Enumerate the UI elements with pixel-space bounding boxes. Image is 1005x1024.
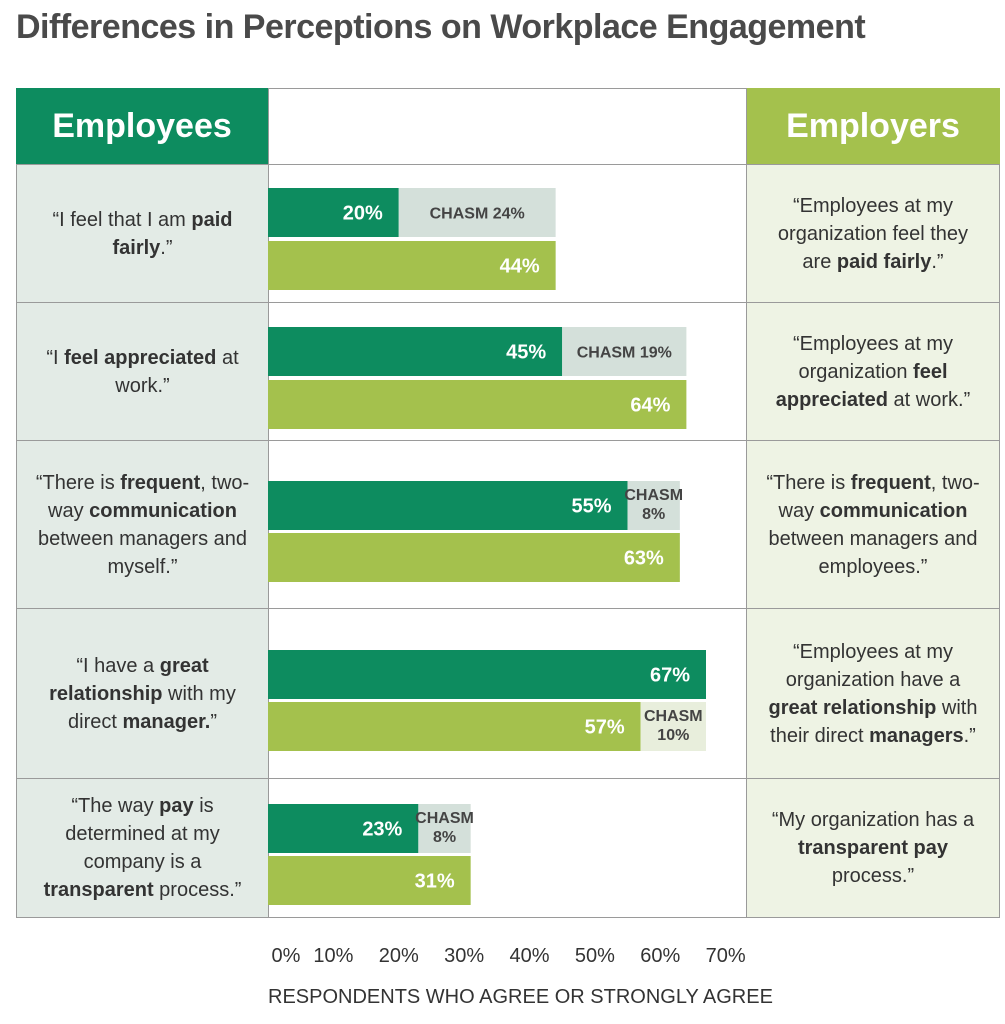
employer-bar <box>268 241 556 290</box>
employee-bar <box>268 804 419 853</box>
employee-bar <box>268 327 563 376</box>
employee-statement: “I have a great relationship with my dir… <box>17 609 268 778</box>
employer-bar <box>268 856 471 905</box>
employee-statement-text: “The way pay is determined at my company… <box>43 795 242 901</box>
row-divider <box>16 440 1000 441</box>
employee-statement: “There is frequent, two-way communicatio… <box>17 441 268 608</box>
chasm-segment <box>562 327 687 376</box>
employers-header: Employers <box>746 88 1000 164</box>
table-frame <box>16 88 1000 918</box>
chasm-label: CHASM 19% <box>577 345 672 362</box>
employee-value-label: 55% <box>572 496 612 518</box>
x-tick-label: 60% <box>640 945 680 967</box>
row-divider <box>16 608 1000 609</box>
employee-statement-text: “I feel that I am paid fairly.” <box>52 208 233 259</box>
employee-statement-text: “I feel appreciated at work.” <box>46 346 239 397</box>
chasm-label: CHASM 8% <box>415 810 474 846</box>
employer-statement-text: “Employees at my organization have a gre… <box>768 640 978 747</box>
chasm-label: CHASM 24% <box>430 206 525 223</box>
employer-statement: “My organization has a transparent pay p… <box>747 779 999 917</box>
employer-value-label: 64% <box>630 395 670 417</box>
x-tick-label: 30% <box>444 945 484 967</box>
x-tick-label: 20% <box>379 945 419 967</box>
x-tick-label: 0% <box>272 945 301 967</box>
employee-statement: “I feel that I am paid fairly.” <box>17 165 268 302</box>
x-tick-label: 40% <box>509 945 549 967</box>
chasm-segment <box>627 481 680 530</box>
employee-value-label: 20% <box>343 203 383 225</box>
employer-bar <box>268 380 687 429</box>
employer-value-label: 44% <box>500 256 540 278</box>
x-tick-label: 50% <box>575 945 615 967</box>
chasm-label: CHASM 8% <box>624 487 683 523</box>
employee-statement: “I feel appreciated at work.” <box>17 303 268 440</box>
chasm-segment <box>418 804 471 853</box>
employer-bar <box>268 702 641 751</box>
employee-statement: “The way pay is determined at my company… <box>17 779 268 917</box>
employee-statement-text: “I have a great relationship with my dir… <box>49 654 236 733</box>
employee-value-label: 67% <box>650 665 690 687</box>
employee-value-label: 23% <box>362 819 402 841</box>
employee-bar <box>268 650 706 699</box>
employer-value-label: 57% <box>585 717 625 739</box>
employer-statement-text: “My organization has a transparent pay p… <box>771 809 975 887</box>
chasm-label: CHASM 10% <box>644 708 703 744</box>
employee-value-label: 45% <box>506 342 546 364</box>
page-title: Differences in Perceptions on Workplace … <box>16 8 866 46</box>
right-divider <box>746 88 747 918</box>
employee-bar <box>268 481 628 530</box>
employer-statement: “Employees at my organization feel they … <box>747 165 999 302</box>
employer-statement: “Employees at my organization have a gre… <box>747 609 999 778</box>
employer-bar <box>268 533 680 582</box>
employee-bar <box>268 188 399 237</box>
employer-statement-text: “Employees at my organization feel they … <box>777 194 969 273</box>
employees-header: Employees <box>16 88 268 164</box>
employer-value-label: 31% <box>415 871 455 893</box>
x-axis-label: RESPONDENTS WHO AGREE OR STRONGLY AGREE <box>268 986 773 1008</box>
x-tick-label: 10% <box>313 945 353 967</box>
employer-statement: “There is frequent, two-way communicatio… <box>747 441 999 608</box>
employer-statement: “Employees at my organization feel appre… <box>747 303 999 440</box>
employee-statement-text: “There is frequent, two-way communicatio… <box>35 471 250 578</box>
employer-value-label: 63% <box>624 548 664 570</box>
chasm-segment <box>398 188 556 237</box>
row-divider <box>16 778 1000 779</box>
x-tick-label: 70% <box>706 945 746 967</box>
employer-statement-text: “There is frequent, two-way communicatio… <box>766 471 980 578</box>
row-divider <box>16 302 1000 303</box>
employer-statement-text: “Employees at my organization feel appre… <box>775 332 971 411</box>
row-divider <box>16 164 1000 165</box>
chasm-segment <box>640 702 706 751</box>
